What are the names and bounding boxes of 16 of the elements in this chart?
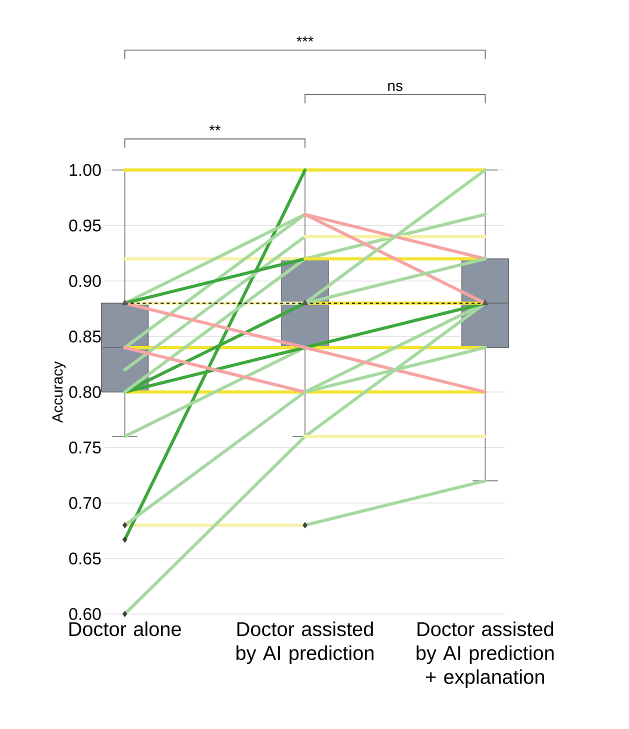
y-tick-label: 0.65 [69,552,101,564]
y-tick-label: 0.75 [69,442,101,454]
y-tick-label: 0.90 [69,275,101,287]
text: *** [296,36,314,42]
y-tick-label: 0.80 [69,386,101,398]
y-tick-label: 0.85 [69,330,101,342]
y-tick-label: 0.60 [69,608,101,620]
x-tick-label: Doctor assisted by AI prediction + explanation [416,622,554,688]
x-tick-label: Doctor assisted by AI prediction [236,622,374,664]
text: ** [209,125,220,130]
x-tick-label: Doctor alone [69,622,181,636]
text: ns [388,82,402,91]
y-tick-label: 0.95 [69,220,101,232]
y-tick-label: 0.70 [69,497,101,509]
y-tick-label: 1.00 [70,164,101,176]
y-axis-title: Accuracy [52,361,66,423]
